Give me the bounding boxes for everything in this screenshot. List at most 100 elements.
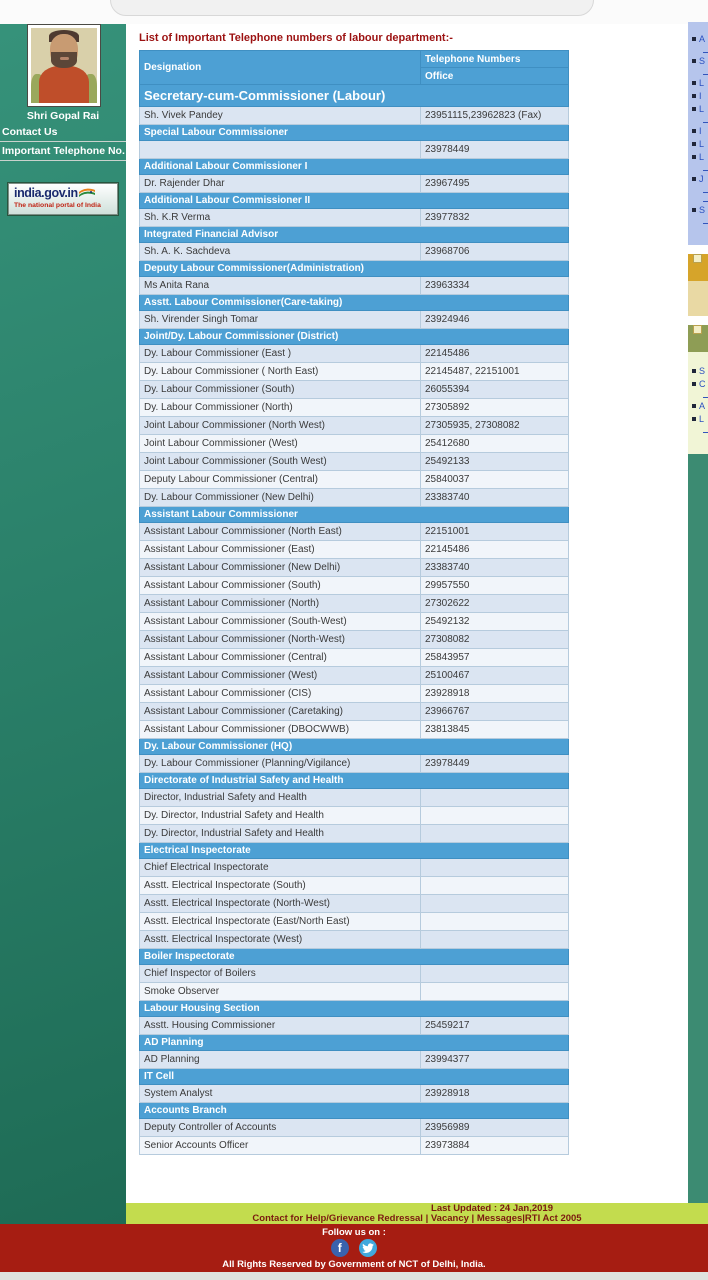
- table-row: Assistant Labour Commissioner (North) 273…: [139, 594, 569, 613]
- clipped-sidebar-link[interactable]: A: [692, 34, 708, 53]
- section-header-row: Accounts Branch: [139, 1102, 569, 1119]
- designation-cell: Dy. Labour Commissioner (North): [139, 398, 421, 417]
- india-gov-title: india.gov.in: [14, 187, 113, 200]
- phone-cell: 23951115,23962823 (Fax): [420, 106, 569, 125]
- phone-cell: 27305935, 27308082: [420, 416, 569, 435]
- right-rail-olive-bar: [688, 325, 708, 352]
- designation-cell: Dy. Labour Commissioner (New Delhi): [139, 488, 421, 507]
- official-photo: [27, 24, 101, 107]
- scrolled-header-remnant: [110, 0, 594, 16]
- phone-cell: [420, 982, 569, 1001]
- section-header-row: IT Cell: [139, 1068, 569, 1085]
- phone-cell: [420, 894, 569, 913]
- col-header-designation: Designation: [139, 50, 421, 85]
- table-row: AD Planning 23994377: [139, 1050, 569, 1069]
- phone-cell: 25100467: [420, 666, 569, 685]
- twitter-icon[interactable]: [359, 1239, 378, 1257]
- section-header-row: Integrated Financial Advisor: [139, 226, 569, 243]
- table-row: Dy. Director, Industrial Safety and Heal…: [139, 824, 569, 843]
- designation-cell: Dy. Director, Industrial Safety and Heal…: [139, 824, 421, 843]
- sidebar-item-contact-us[interactable]: Contact Us: [0, 123, 126, 142]
- table-row: 23978449: [139, 140, 569, 159]
- table-row: Joint Labour Commissioner (West) 25412680: [139, 434, 569, 453]
- follow-us-label: Follow us on :: [322, 1227, 386, 1238]
- table-row: Assistant Labour Commissioner (South) 299…: [139, 576, 569, 595]
- table-row: Asstt. Electrical Inspectorate (North-We…: [139, 894, 569, 913]
- clipped-sidebar-link[interactable]: A: [692, 401, 708, 411]
- phone-cell: [420, 824, 569, 843]
- phone-cell: 23956989: [420, 1118, 569, 1137]
- phone-cell: 27305892: [420, 398, 569, 417]
- designation-cell: Deputy Controller of Accounts: [139, 1118, 421, 1137]
- footer: Follow us on : f All Rights Reserved by …: [0, 1224, 708, 1272]
- designation-cell: Assistant Labour Commissioner (North-Wes…: [139, 630, 421, 649]
- phone-cell: 23966767: [420, 702, 569, 721]
- clipped-sidebar-link[interactable]: L: [692, 152, 708, 171]
- col-header-office: Office: [420, 67, 569, 85]
- clipped-sidebar-link[interactable]: S: [692, 366, 708, 376]
- section-header-row: Additional Labour Commissioner II: [139, 192, 569, 209]
- section-header-row: Asstt. Labour Commissioner(Care-taking): [139, 294, 569, 311]
- top-band: [0, 0, 708, 24]
- designation-cell: Assistant Labour Commissioner (Central): [139, 648, 421, 667]
- phone-cell: 27302622: [420, 594, 569, 613]
- section-header-row: Special Labour Commissioner: [139, 124, 569, 141]
- phone-cell: 23383740: [420, 488, 569, 507]
- phone-cell: 29957550: [420, 576, 569, 595]
- clipped-sidebar-link[interactable]: I: [692, 91, 708, 101]
- designation-cell: Dy. Labour Commissioner ( North East): [139, 362, 421, 381]
- designation-cell: Chief Inspector of Boilers: [139, 964, 421, 983]
- clipped-sidebar-link[interactable]: S: [692, 56, 708, 75]
- sidebar-nav: Contact Us Important Telephone No.: [0, 123, 126, 161]
- clipped-sidebar-link[interactable]: S: [692, 205, 708, 224]
- bullet-square-icon: [693, 254, 702, 263]
- phone-cell: 23963334: [420, 276, 569, 295]
- clipped-sidebar-link[interactable]: L: [692, 78, 708, 88]
- bullet-icon: [692, 58, 696, 63]
- designation-cell: Assistant Labour Commissioner (North Eas…: [139, 522, 421, 541]
- designation-cell: Sh. Virender Singh Tomar: [139, 310, 421, 329]
- copyright-text: All Rights Reserved by Government of NCT…: [222, 1259, 486, 1270]
- phone-cell: [420, 788, 569, 807]
- phone-cell: 26055394: [420, 380, 569, 399]
- designation-cell: [139, 140, 421, 159]
- phone-cell: 23924946: [420, 310, 569, 329]
- table-row: Assistant Labour Commissioner (CIS) 23928…: [139, 684, 569, 703]
- table-row: Director, Industrial Safety and Health: [139, 788, 569, 807]
- section-header-row: Electrical Inspectorate: [139, 842, 569, 859]
- table-row: Dy. Director, Industrial Safety and Heal…: [139, 806, 569, 825]
- table-row: Assistant Labour Commissioner (New Delhi…: [139, 558, 569, 577]
- phone-cell: 23978449: [420, 754, 569, 773]
- sidebar-item-important-telephone-no[interactable]: Important Telephone No.: [0, 142, 126, 161]
- footer-links-line[interactable]: Contact for Help/Grievance Redressal | V…: [252, 1213, 582, 1224]
- bullet-icon: [692, 176, 696, 181]
- designation-cell: Joint Labour Commissioner (South West): [139, 452, 421, 471]
- designation-cell: Assistant Labour Commissioner (DBOCWWB): [139, 720, 421, 739]
- table-row: Assistant Labour Commissioner (Central) 2…: [139, 648, 569, 667]
- right-rail-background: [688, 454, 708, 1221]
- table-row: Dy. Labour Commissioner ( North East) 221…: [139, 362, 569, 381]
- bullet-icon: [692, 368, 696, 373]
- phone-cell: 25843957: [420, 648, 569, 667]
- section-header-row: Additional Labour Commissioner I: [139, 158, 569, 175]
- designation-cell: Asstt. Electrical Inspectorate (South): [139, 876, 421, 895]
- facebook-icon[interactable]: f: [330, 1239, 349, 1257]
- clipped-sidebar-link[interactable]: L: [692, 139, 708, 149]
- section-header-row: Secretary-cum-Commissioner (Labour): [139, 84, 569, 107]
- table-row: Ms Anita Rana 23963334: [139, 276, 569, 295]
- table-row: Asstt. Housing Commissioner 25459217: [139, 1016, 569, 1035]
- clipped-sidebar-link[interactable]: J: [692, 174, 708, 202]
- main-content: List of Important Telephone numbers of l…: [126, 24, 688, 1204]
- designation-cell: Joint Labour Commissioner (North West): [139, 416, 421, 435]
- clipped-sidebar-link[interactable]: L: [692, 104, 708, 123]
- table-row: Asstt. Electrical Inspectorate (East/Nor…: [139, 912, 569, 931]
- clipped-sidebar-link[interactable]: L: [692, 414, 708, 433]
- bullet-icon: [692, 207, 696, 212]
- clipped-sidebar-link[interactable]: C: [692, 379, 708, 398]
- designation-cell: Chief Electrical Inspectorate: [139, 858, 421, 877]
- section-header-row: Boiler Inspectorate: [139, 948, 569, 965]
- clipped-sidebar-link[interactable]: I: [692, 126, 708, 136]
- designation-cell: Assistant Labour Commissioner (West): [139, 666, 421, 685]
- india-gov-portal-banner[interactable]: india.gov.in The national portal of Indi…: [8, 183, 118, 215]
